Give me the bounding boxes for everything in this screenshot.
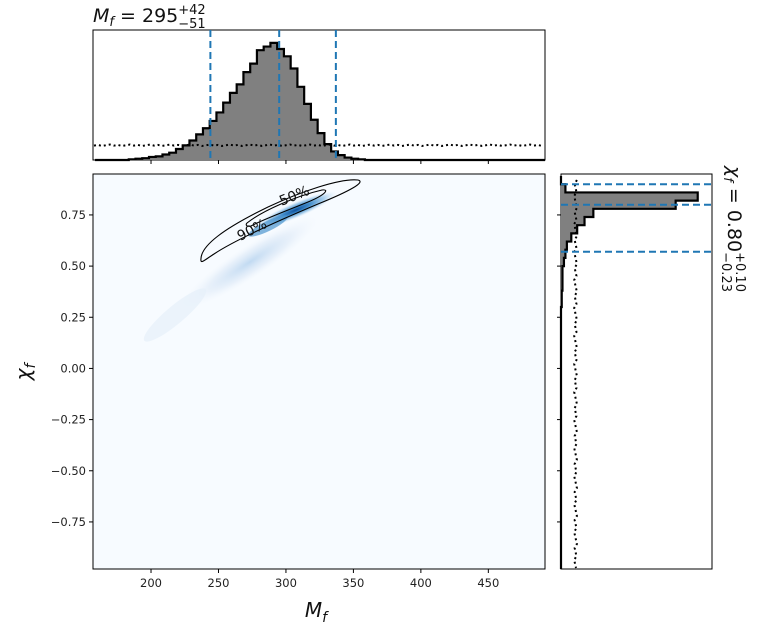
x-axis-ticks: 200 250 300 350 400 450 <box>140 569 499 590</box>
chi-marginal-panel <box>557 173 713 570</box>
x-tick-label-2: 300 <box>275 576 297 590</box>
mf-marginal-panel <box>92 29 546 164</box>
mf-histogram-fill <box>95 42 546 160</box>
contour-50-percent <box>245 189 327 227</box>
x-tick-label-3: 350 <box>342 576 364 590</box>
x-tick-label-4: 400 <box>410 576 432 590</box>
joint-density-panel: 50% 90% 200 250 300 350 400 450 0.750.500.250… <box>51 173 546 590</box>
y-tick-label-0: 0.75 <box>60 208 86 222</box>
kde-shading <box>143 191 337 342</box>
density-background <box>93 174 545 569</box>
chi-marginal-frame <box>560 173 713 570</box>
x-tick-label-5: 450 <box>477 576 499 590</box>
contour-90-percent <box>200 179 361 263</box>
mf-title: Mf = 295+42 −51 <box>93 3 206 32</box>
y-axis-label: χf <box>11 362 39 382</box>
chi-quantile-lines <box>561 183 712 253</box>
x-axis-label: Mf <box>305 598 329 626</box>
chi-histogram-fill <box>561 176 698 569</box>
mf-prior-line <box>93 143 543 147</box>
y-axis-ticks: 0.75 0.50 0.25 0.00 −0.25 −0.50 −0.75 <box>51 208 93 529</box>
y-tick-label-6: −0.75 <box>51 515 86 529</box>
y-tick-label-2: 0.25 <box>60 310 86 324</box>
mf-top-ticks <box>150 160 489 164</box>
y-tick-label-4: −0.25 <box>51 413 86 427</box>
y-tick-label-5: −0.50 <box>51 464 86 478</box>
chi-prior-line <box>573 179 578 569</box>
x-tick-label-1: 250 <box>208 576 230 590</box>
y-tick-label-1: 0.50 <box>60 259 86 273</box>
chi-histogram-outline <box>559 176 699 569</box>
mf-histogram-outline <box>95 41 545 162</box>
chi-title: χf = 0.80+0.10−0.23 <box>718 165 747 292</box>
x-tick-label-0: 200 <box>140 576 162 590</box>
joint-density-frame <box>92 173 546 570</box>
y-tick-label-3: 0.00 <box>60 361 86 375</box>
chi-left-ticks <box>557 214 561 523</box>
